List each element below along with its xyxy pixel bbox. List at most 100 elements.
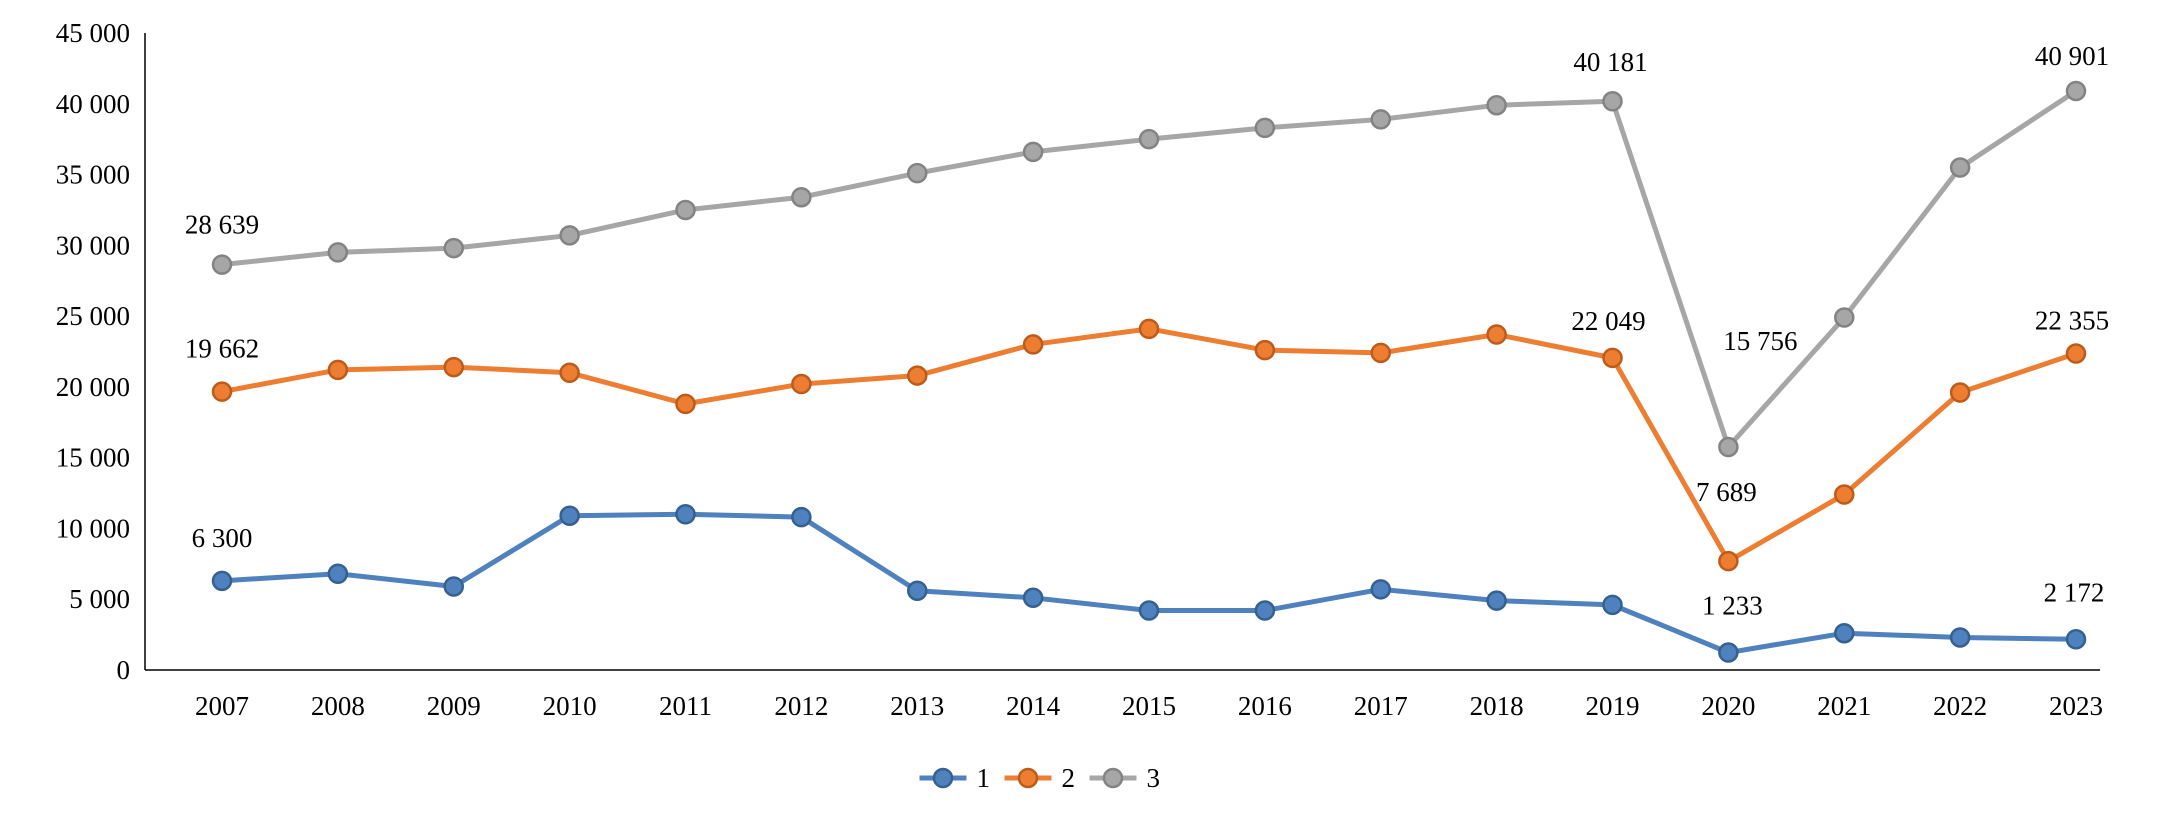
series-3-marker: [1022, 141, 1044, 163]
data-label: 40 901: [2035, 41, 2109, 71]
series-3-marker: [211, 254, 233, 275]
series-2-marker: [443, 356, 464, 378]
data-label: 2 172: [2044, 577, 2105, 607]
series-1-marker: [907, 580, 928, 601]
series-3-marker: [1486, 94, 1507, 116]
series-3-marker: [907, 162, 928, 184]
series-2-marker: [1370, 342, 1391, 364]
series-1-marker: [1138, 600, 1160, 621]
legend-swatch-marker: [932, 767, 954, 789]
series-2-marker: [1254, 339, 1276, 361]
y-tick-label: 45 000: [56, 18, 130, 48]
series-2: [211, 318, 2087, 572]
series-3: [211, 80, 2087, 458]
y-tick-label: 0: [117, 655, 131, 685]
series-2-marker: [1138, 318, 1160, 340]
series-3-marker: [1370, 109, 1391, 130]
y-tick-label: 35 000: [56, 160, 130, 190]
series-1-marker: [559, 505, 580, 526]
series-1-marker: [327, 563, 349, 584]
series-1-marker: [1370, 579, 1391, 600]
data-label: 22 355: [2035, 306, 2109, 336]
x-tick-label: 2021: [1817, 691, 1871, 721]
series-2-marker: [559, 362, 580, 383]
series-3-marker: [675, 199, 696, 221]
legend-swatch-marker: [1102, 767, 1124, 789]
y-tick-label: 40 000: [56, 89, 130, 119]
data-label: 15 756: [1723, 326, 1797, 356]
x-tick-label: 2020: [1701, 691, 1755, 721]
series-3-marker: [1949, 157, 1971, 178]
x-tick-label: 2014: [1006, 691, 1061, 721]
series-2-marker: [327, 359, 349, 381]
x-tick-label: 2012: [774, 691, 828, 721]
series-1: [211, 504, 2087, 663]
legend-label: 1: [977, 763, 991, 793]
series-1-marker: [1949, 627, 1971, 648]
data-label: 1 233: [1702, 591, 1763, 621]
series-3-marker: [443, 237, 464, 259]
series-line-2: [219, 326, 2079, 564]
series-3-marker: [1138, 128, 1160, 150]
y-tick-label: 15 000: [56, 443, 130, 473]
x-tick-label: 2013: [890, 691, 944, 721]
x-tick-label: 2009: [427, 691, 481, 721]
series-2-marker: [1834, 484, 1855, 505]
series-1-marker: [1834, 622, 1855, 644]
x-tick-label: 2011: [659, 691, 712, 721]
legend: 1 2 3: [919, 763, 1161, 793]
series-3-marker: [1834, 307, 1855, 328]
y-tick-label: 5 000: [69, 584, 130, 614]
series-2-marker: [2065, 343, 2087, 364]
x-tick-label: 2015: [1122, 691, 1176, 721]
data-label: 6 300: [192, 523, 253, 553]
x-tick-label: 2023: [2049, 691, 2103, 721]
series-line-1: [219, 511, 2079, 656]
x-tick-label: 2007: [195, 691, 249, 721]
series-2-marker: [907, 365, 928, 386]
data-label: 19 662: [185, 334, 259, 364]
series-1-marker: [791, 506, 812, 528]
series-1-marker: [1022, 587, 1044, 609]
series-3-marker: [1602, 90, 1623, 112]
series-1-marker: [1602, 594, 1623, 616]
series-3-marker: [1718, 436, 1739, 458]
x-tick-label: 2018: [1470, 691, 1524, 721]
legend-label: 2: [1062, 763, 1076, 793]
series-2-marker: [1486, 324, 1507, 345]
series-3-marker: [791, 186, 812, 208]
series-2-marker: [1949, 382, 1971, 403]
series-2-marker: [1602, 347, 1623, 369]
legend-label: 3: [1147, 763, 1161, 793]
series-2-marker: [675, 393, 696, 415]
data-label: 28 639: [185, 210, 259, 240]
data-label: 7 689: [1696, 477, 1757, 507]
series-3-marker: [1254, 117, 1276, 139]
x-tick-label: 2019: [1586, 691, 1640, 721]
series-3-marker: [2065, 80, 2087, 102]
y-tick-label: 10 000: [56, 513, 130, 543]
legend-swatch-marker: [1017, 767, 1039, 789]
series-2-marker: [791, 373, 812, 395]
x-tick-label: 2022: [1933, 691, 1987, 721]
legend-item-3: 3: [1089, 763, 1161, 793]
series-3-marker: [559, 225, 580, 246]
x-tick-label: 2010: [543, 691, 597, 721]
series-1-marker: [1254, 600, 1276, 621]
series-1-marker: [1486, 590, 1507, 611]
series-2-marker: [1718, 550, 1739, 572]
data-label: 40 181: [1573, 47, 1647, 77]
legend-item-1: 1: [919, 763, 991, 793]
x-tick-label: 2008: [311, 691, 365, 721]
data-label: 22 049: [1571, 306, 1645, 336]
series-2-marker: [1022, 334, 1044, 355]
series-3-marker: [327, 242, 349, 263]
legend-item-2: 2: [1004, 763, 1076, 793]
series-1-marker: [211, 570, 233, 592]
y-tick-label: 20 000: [56, 372, 130, 402]
series-1-marker: [443, 576, 464, 597]
x-tick-label: 2016: [1238, 691, 1292, 721]
series-1-marker: [1718, 642, 1739, 663]
